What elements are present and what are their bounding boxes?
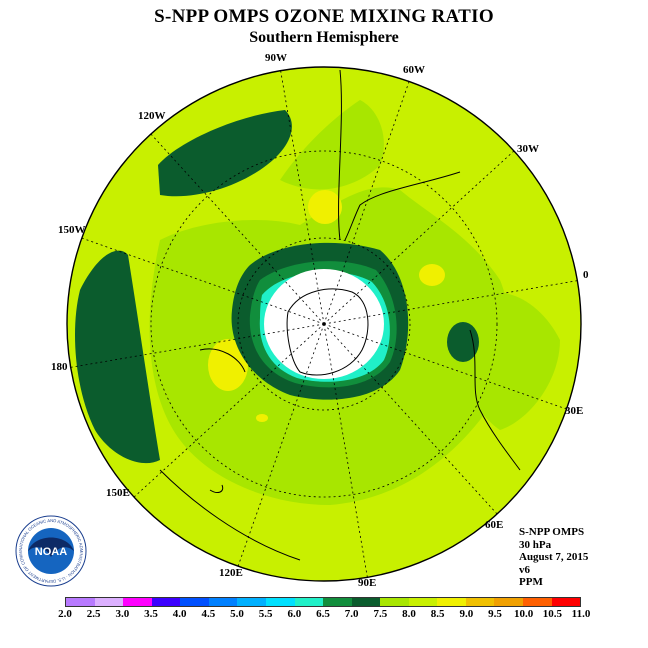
lon-label-150e: 150E bbox=[106, 487, 130, 499]
map-subtitle: Southern Hemisphere bbox=[249, 29, 399, 46]
colorbar-cell bbox=[494, 598, 523, 606]
colorbar-tick-label: 10.0 bbox=[514, 608, 534, 620]
colorbar-cell bbox=[265, 598, 295, 606]
colorbar-tick-label: 9.0 bbox=[459, 608, 474, 620]
coastlines bbox=[159, 69, 521, 561]
lon-label-30w: 30W bbox=[517, 143, 539, 155]
colorbar-tick-label: 6.5 bbox=[316, 608, 330, 620]
colorbar-cell bbox=[94, 598, 124, 606]
info-date: August 7, 2015 bbox=[519, 551, 589, 563]
lon-label-30e: 30E bbox=[565, 405, 583, 417]
colorbar-cell bbox=[523, 598, 552, 606]
colorbar-tick-label: 3.0 bbox=[115, 608, 130, 620]
info-units: PPM bbox=[519, 576, 543, 588]
colorbar-tick-label: 5.0 bbox=[230, 608, 244, 620]
lon-label-90w: 90W bbox=[265, 52, 287, 64]
ozone-region-7-5-north bbox=[280, 100, 384, 190]
map-border bbox=[66, 66, 582, 582]
colorbar-cell bbox=[237, 598, 266, 606]
colorbar-tick-label: 10.5 bbox=[542, 608, 562, 620]
colorbar-tick-label: 8.5 bbox=[430, 608, 445, 620]
info-level: 30 hPa bbox=[519, 538, 552, 551]
map-title: S-NPP OMPS OZONE MIXING RATIO bbox=[154, 6, 494, 27]
colorbar-tick-label: 9.5 bbox=[488, 608, 502, 620]
ozone-region-8-5-c bbox=[208, 339, 248, 391]
info-instrument: S-NPP OMPS bbox=[519, 526, 585, 538]
ozone-region-7-0-northwest bbox=[158, 110, 292, 197]
colorbar-cell bbox=[294, 598, 324, 606]
ozone-region-7-5-east bbox=[461, 292, 560, 430]
colorbar-tick-label: 2.5 bbox=[86, 608, 101, 620]
colorbar-tick-label: 11.0 bbox=[571, 608, 591, 620]
ozone-region-8-5-d bbox=[256, 414, 268, 422]
ozone-region-8-5-b bbox=[419, 264, 445, 286]
ozone-region-7-0-west bbox=[75, 250, 160, 464]
ozone-region-8-5-a bbox=[308, 190, 342, 224]
colorbar-cell bbox=[323, 598, 352, 606]
colorbar-cell bbox=[351, 598, 381, 606]
info-version: v6 bbox=[519, 563, 530, 576]
lon-label-60e: 60E bbox=[485, 519, 503, 531]
colorbar-cell bbox=[123, 598, 152, 606]
colorbar-tick-label: 6.0 bbox=[287, 608, 302, 620]
lon-label-150w: 150W bbox=[58, 224, 86, 236]
colorbar-cell bbox=[208, 598, 238, 606]
colorbar-cell bbox=[408, 598, 438, 606]
ozone-field bbox=[67, 67, 581, 581]
noaa-logo: NATIONAL OCEANIC AND ATMOSPHERIC ADMINIS… bbox=[15, 515, 87, 587]
lon-label-60w: 60W bbox=[403, 64, 425, 76]
noaa-bird-shape bbox=[28, 537, 74, 557]
lon-label-90e: 90E bbox=[358, 577, 376, 589]
colorbar-tick-label: 2.0 bbox=[58, 608, 72, 620]
colorbar-cell bbox=[66, 598, 95, 606]
colorbar-tick-label: 7.0 bbox=[344, 608, 359, 620]
colorbar bbox=[65, 597, 581, 607]
colorbar-cell bbox=[465, 598, 495, 606]
lon-label-180: 180 bbox=[51, 361, 68, 373]
colorbar-cell bbox=[380, 598, 409, 606]
colorbar-cell bbox=[151, 598, 181, 606]
colorbar-tick-label: 5.5 bbox=[258, 608, 273, 620]
graticule bbox=[67, 67, 581, 581]
colorbar-cell bbox=[551, 598, 581, 606]
colorbar-ticks: 2.0 2.5 3.0 3.5 4.0 4.5 5.0 5.5 6.0 6.5 7.0 7.5 8.0 8… bbox=[0, 608, 648, 622]
colorbar-cell bbox=[180, 598, 209, 606]
lon-label-0: 0 bbox=[583, 269, 589, 281]
colorbar-cell bbox=[437, 598, 466, 606]
lon-label-120w: 120W bbox=[138, 110, 166, 122]
colorbar-tick-label: 4.5 bbox=[201, 608, 216, 620]
noaa-logo-text: NOAA bbox=[35, 546, 67, 558]
colorbar-tick-label: 4.0 bbox=[172, 608, 187, 620]
colorbar-tick-label: 7.5 bbox=[373, 608, 388, 620]
lon-label-120e: 120E bbox=[219, 567, 243, 579]
colorbar-tick-label: 3.5 bbox=[144, 608, 158, 620]
product-info: S-NPP OMPS 30 hPa August 7, 2015 v6 PPM bbox=[519, 526, 588, 589]
colorbar-tick-label: 8.0 bbox=[402, 608, 416, 620]
